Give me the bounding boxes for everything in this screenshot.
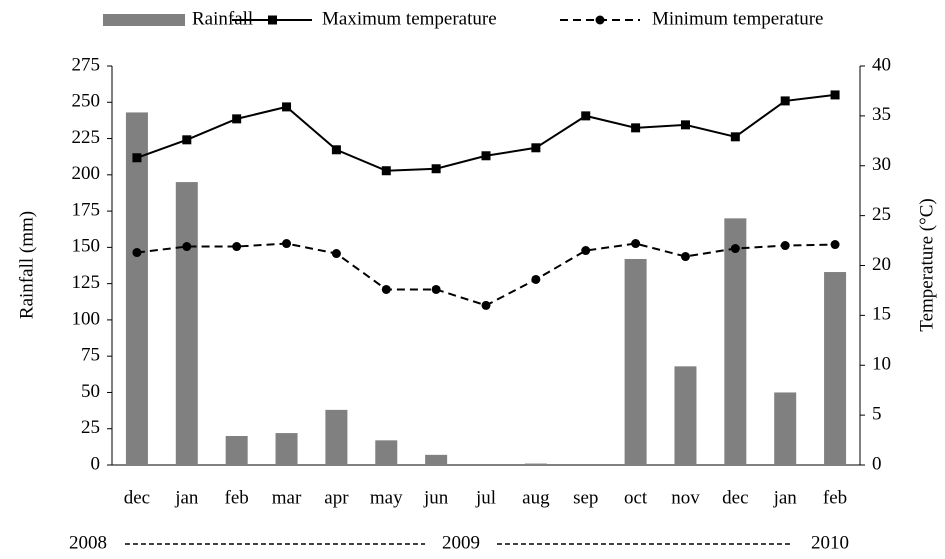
x-tick-label: jan xyxy=(174,487,199,508)
x-tick-label: jan xyxy=(773,487,798,508)
y-tick-label: 175 xyxy=(72,199,101,220)
legend-label: Rainfall xyxy=(192,8,253,29)
bar xyxy=(225,435,248,465)
point xyxy=(232,114,242,124)
point xyxy=(331,249,341,259)
y-tick-label: 125 xyxy=(72,272,101,293)
x-tick-label: oct xyxy=(624,487,648,508)
point xyxy=(680,252,690,262)
bar xyxy=(674,366,697,465)
x-tick-label: feb xyxy=(823,487,847,508)
point xyxy=(631,239,641,249)
bar xyxy=(125,112,148,466)
y2-tick-label: 30 xyxy=(872,154,891,175)
point xyxy=(730,244,740,254)
point xyxy=(581,111,591,121)
point xyxy=(182,135,192,145)
point xyxy=(680,120,690,130)
legend-label: Maximum temperature xyxy=(322,8,497,29)
y-tick-label: 50 xyxy=(81,381,100,402)
x-tick-label: mar xyxy=(272,487,302,508)
point xyxy=(631,123,641,133)
point xyxy=(431,164,441,174)
x-tick-label: nov xyxy=(671,487,700,508)
x-tick-label: may xyxy=(370,487,403,508)
bar xyxy=(375,440,398,465)
bar xyxy=(724,218,747,465)
y2-tick-label: 15 xyxy=(872,304,891,325)
y-tick-label: 150 xyxy=(72,236,101,257)
y-tick-label: 200 xyxy=(72,163,101,184)
y-axis-title: Rainfall (mm) xyxy=(16,211,37,319)
x-tick-label: feb xyxy=(225,487,249,508)
y2-tick-label: 20 xyxy=(872,254,891,275)
point xyxy=(780,241,790,251)
y2-tick-label: 10 xyxy=(872,354,891,375)
bar xyxy=(824,272,847,465)
point xyxy=(182,242,192,252)
x-tick-label: sep xyxy=(573,487,598,508)
legend-swatch xyxy=(103,14,185,26)
x-tick-label: jun xyxy=(423,487,449,508)
legend-label: Minimum temperature xyxy=(652,8,823,29)
point xyxy=(431,284,441,294)
bar xyxy=(325,409,348,465)
point xyxy=(581,246,591,256)
y-tick-label: 250 xyxy=(72,91,101,112)
point xyxy=(282,239,292,249)
point xyxy=(232,242,242,252)
point xyxy=(830,240,840,250)
year-label: 2009 xyxy=(442,532,480,553)
x-tick-label: dec xyxy=(124,487,150,508)
y2-tick-label: 25 xyxy=(872,204,891,225)
y2-tick-label: 5 xyxy=(872,403,882,424)
point xyxy=(381,284,391,294)
y2-tick-label: 40 xyxy=(872,54,891,75)
legend-marker xyxy=(595,15,605,25)
point xyxy=(282,102,292,112)
y-tick-label: 75 xyxy=(81,345,100,366)
point xyxy=(531,274,541,284)
x-tick-label: jul xyxy=(475,487,496,508)
point xyxy=(331,145,341,155)
point xyxy=(531,143,541,153)
year-label: 2008 xyxy=(69,532,107,553)
y-tick-label: 225 xyxy=(72,127,101,148)
bar xyxy=(425,454,448,465)
bar xyxy=(624,258,647,465)
point xyxy=(481,151,491,161)
point xyxy=(132,153,142,163)
point xyxy=(780,96,790,106)
y2-tick-label: 35 xyxy=(872,104,891,125)
y-tick-label: 0 xyxy=(91,453,101,474)
legend-marker xyxy=(268,15,277,25)
y-tick-label: 100 xyxy=(72,308,101,329)
point xyxy=(730,132,740,142)
point xyxy=(830,90,840,100)
y-tick-label: 25 xyxy=(81,417,100,438)
point xyxy=(481,300,491,310)
x-tick-label: apr xyxy=(324,487,349,508)
point xyxy=(381,166,391,176)
x-tick-label: aug xyxy=(522,487,550,508)
point xyxy=(132,248,142,258)
x-tick-label: dec xyxy=(722,487,748,508)
year-label: 2010 xyxy=(811,532,849,553)
bar xyxy=(524,463,547,465)
bar xyxy=(774,392,797,465)
y2-axis-title: Temperature (°C) xyxy=(916,198,937,331)
bar xyxy=(175,182,198,465)
bar xyxy=(275,433,298,465)
y2-tick-label: 0 xyxy=(872,453,882,474)
y-tick-label: 275 xyxy=(72,54,101,75)
